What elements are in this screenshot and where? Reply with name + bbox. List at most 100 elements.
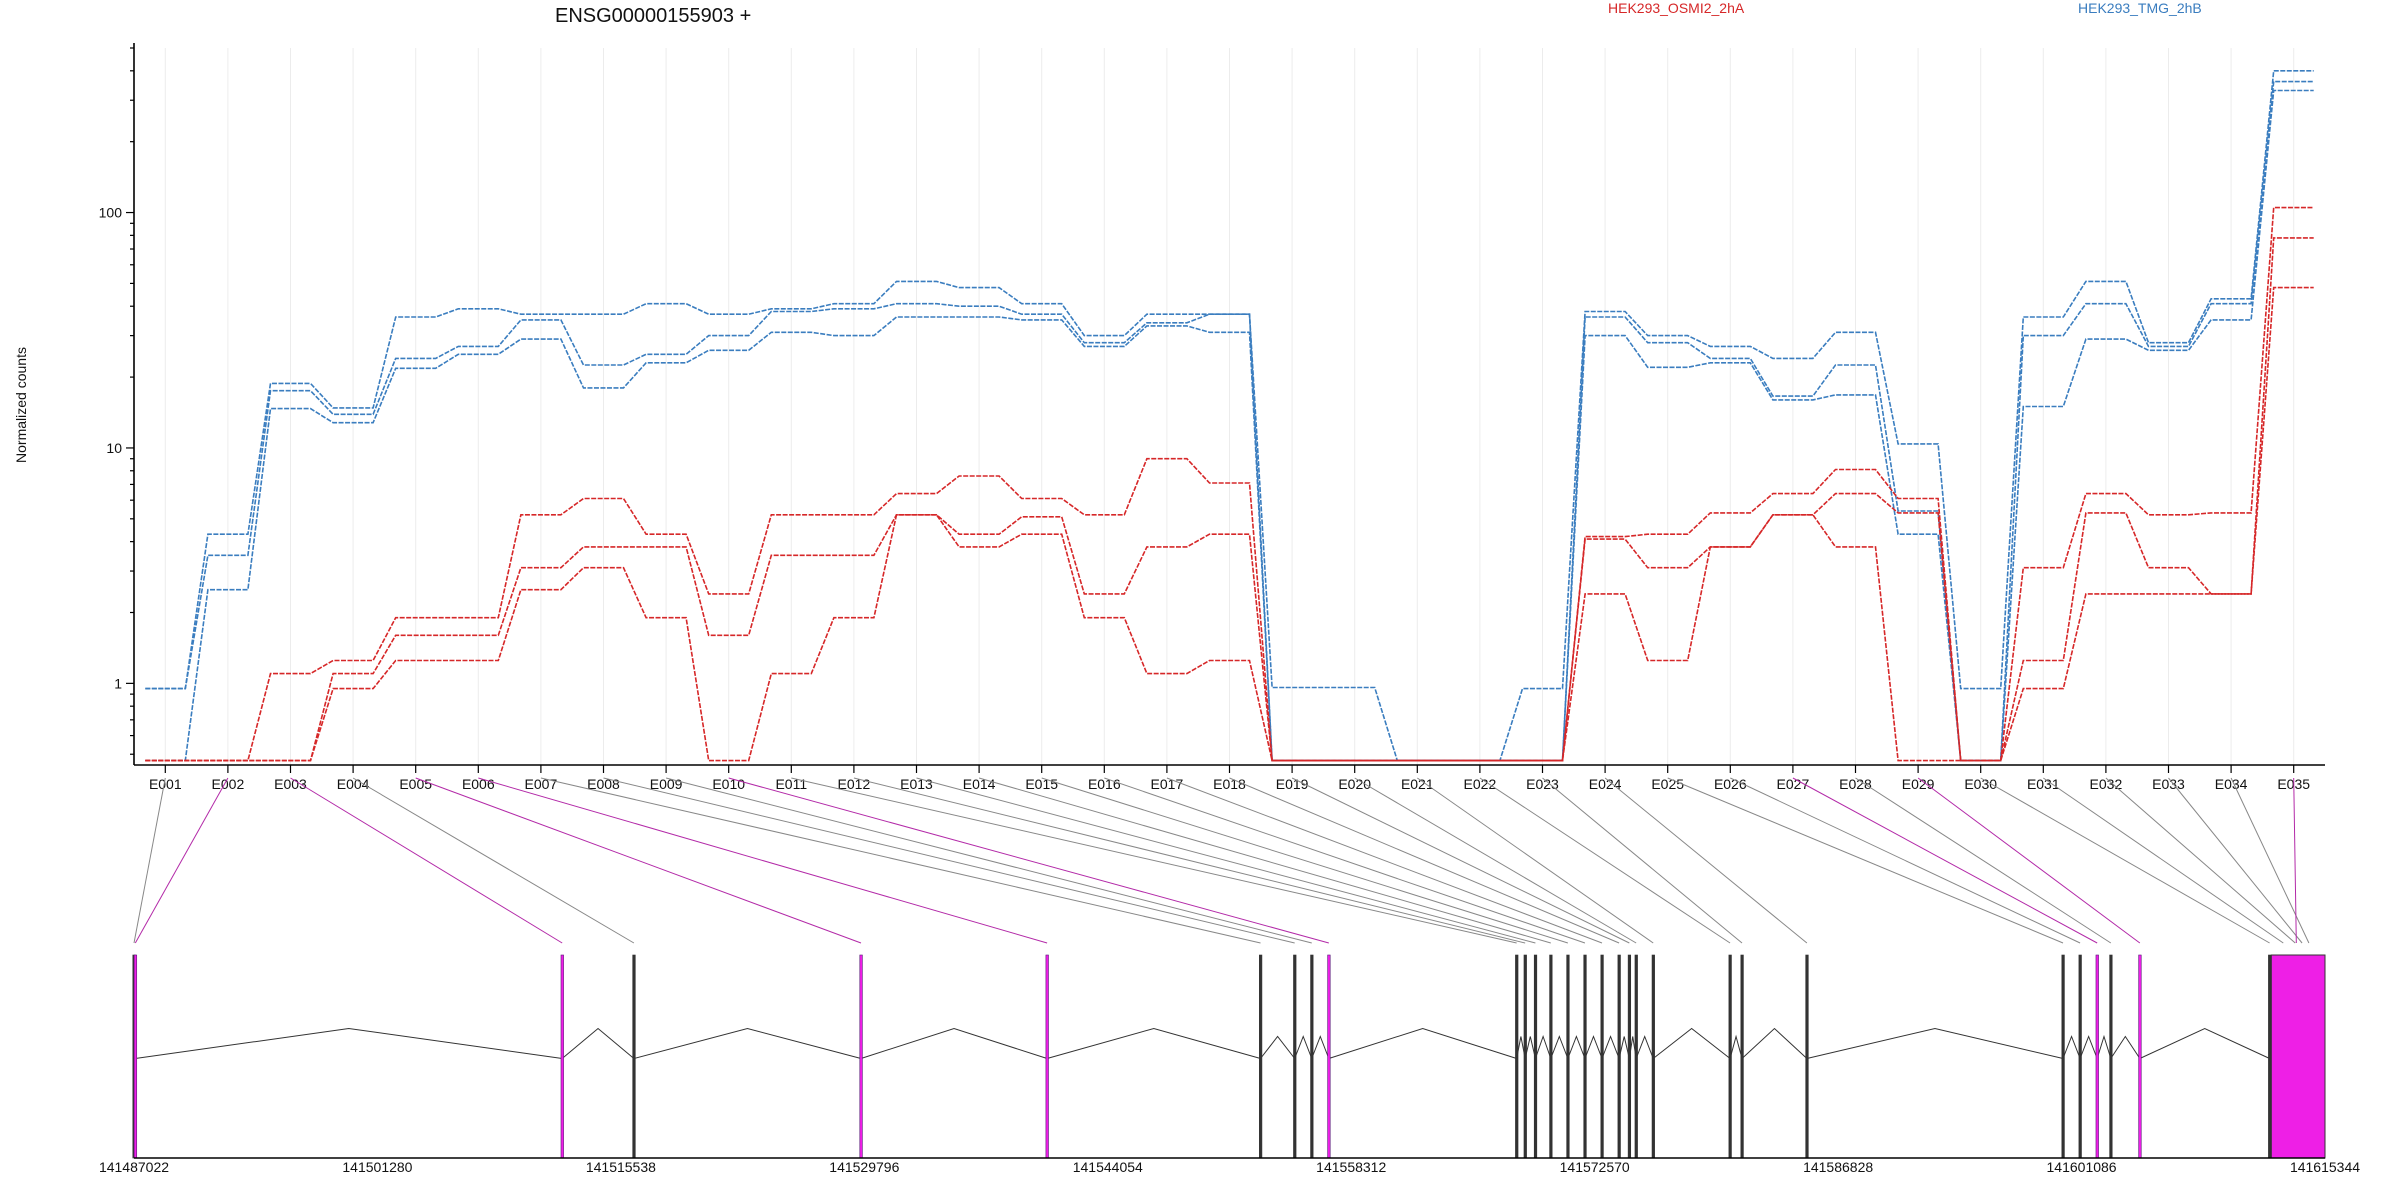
connector-E030 (1980, 777, 2270, 944)
exon-box-E018 (1617, 954, 1621, 1159)
intron-line (1046, 1027, 1261, 1059)
connector-E014 (978, 777, 1551, 944)
intron-line (2139, 1027, 2270, 1059)
connector-E032 (2105, 777, 2296, 944)
exon-label-E031: E031 (2027, 776, 2060, 792)
exon-label-E020: E020 (1338, 776, 1371, 792)
exon-box-E026 (2078, 954, 2082, 1159)
exon-box-E009 (1310, 954, 1314, 1159)
exon-label-E025: E025 (1651, 776, 1684, 792)
intron-line (1328, 1027, 1517, 1059)
intron-line (1550, 1035, 1569, 1059)
connector-E023 (1542, 777, 1743, 944)
connector-E020 (1354, 777, 1637, 944)
genome-tick-label: 141529796 (829, 1159, 899, 1175)
intron-line (561, 1027, 635, 1059)
intron-line (633, 1027, 862, 1059)
exon-box-E003 (560, 954, 564, 1159)
connector-E031 (2043, 777, 2284, 944)
exon-label-E005: E005 (399, 776, 432, 792)
intron-line (1806, 1027, 2064, 1059)
exon-box-E013 (1533, 954, 1538, 1159)
legend-entry-1: HEK293_TMG_2hB (2078, 0, 2202, 16)
genome-tick-label: 141544054 (1073, 1159, 1143, 1175)
exon-label-E004: E004 (337, 776, 370, 792)
exon-label-E017: E017 (1151, 776, 1184, 792)
connector-E007 (540, 777, 1261, 944)
genome-tick-label: 141601086 (2047, 1159, 2117, 1175)
exon-label-E018: E018 (1213, 776, 1246, 792)
y-axis-ticks: 1 10 100 (99, 47, 134, 755)
exon-box-E012 (1523, 954, 1527, 1159)
connector-E010 (728, 777, 1329, 944)
y-tick-label: 100 (99, 205, 123, 221)
exon-box-E030 (2268, 954, 2272, 1159)
exon-box-E011 (1515, 954, 1519, 1159)
exon-label-E001: E001 (149, 776, 182, 792)
connector-E001 (133, 777, 166, 944)
exon-connectors (133, 777, 2310, 944)
exon-box-E014 (1549, 954, 1553, 1159)
exon-label-E022: E022 (1464, 776, 1497, 792)
exon-box-E022 (1728, 954, 1732, 1159)
exon-label-E026: E026 (1714, 776, 1747, 792)
exon-box-E008 (1293, 954, 1297, 1159)
exon-label-E027: E027 (1777, 776, 1810, 792)
chart-title: ENSG00000155903 + (555, 5, 751, 27)
exon-box-E002 (133, 954, 138, 1159)
genome-tick-label: 141487022 (99, 1159, 169, 1175)
y-tick-label: 10 (106, 440, 122, 456)
connector-E019 (1291, 777, 1630, 944)
connector-E011 (791, 777, 1517, 944)
grid-lines (164, 48, 2295, 765)
exon-label-E015: E015 (1025, 776, 1058, 792)
exon-box-E007 (1259, 954, 1263, 1159)
exon-label-E021: E021 (1401, 776, 1434, 792)
connector-E015 (1041, 777, 1569, 944)
connector-E029 (1917, 777, 2141, 944)
intron-line (1618, 1036, 1630, 1059)
intron-line (1260, 1035, 1296, 1059)
exon-box-E015 (1566, 954, 1570, 1159)
exon-box-E025 (2061, 954, 2065, 1159)
genome-tick-label: 141558312 (1316, 1159, 1386, 1175)
connector-E027 (1792, 777, 2098, 944)
connector-E018 (1229, 777, 1620, 944)
connector-E009 (665, 777, 1312, 944)
y-axis-label: Normalized counts (13, 347, 29, 463)
connector-E017 (1166, 777, 1603, 944)
exon-axis-ticks: E001 E002 E003 E004 E005 E006 E007 E008 E009 E010… (149, 765, 2310, 792)
exon-box-E024 (1805, 954, 1809, 1159)
gene-model (132, 954, 2326, 1159)
exon-label-E034: E034 (2215, 776, 2248, 792)
series-line-4 (145, 237, 2314, 762)
exon-box-E005 (859, 954, 863, 1159)
genome-tick-label: 141586828 (1803, 1159, 1873, 1175)
intron-line (1294, 1035, 1313, 1059)
exon-label-E029: E029 (1902, 776, 1935, 792)
connector-E026 (1730, 777, 2081, 944)
exon-box-E017 (1600, 954, 1604, 1159)
exon-box-E023 (1740, 954, 1744, 1159)
genome-tick-label: 141572570 (1560, 1159, 1630, 1175)
genome-tick-label: 141615344 (2290, 1159, 2360, 1175)
exon-label-E016: E016 (1088, 776, 1121, 792)
connector-E033 (2168, 777, 2303, 944)
intron-line (1741, 1027, 1808, 1059)
exon-box-E035 (2270, 954, 2326, 1159)
intron-line (1311, 1035, 1330, 1059)
exon-box-E016 (1583, 954, 1587, 1159)
connector-E022 (1479, 777, 1731, 944)
intron-line (1601, 1035, 1620, 1059)
connector-E005 (415, 777, 862, 944)
connector-E012 (853, 777, 1526, 944)
exon-label-E024: E024 (1589, 776, 1622, 792)
intron-line (2110, 1035, 2141, 1059)
y-tick-label: 1 (114, 675, 122, 691)
exon-label-E002: E002 (212, 776, 245, 792)
exon-box-E020 (1634, 954, 1638, 1159)
exon-box-E028 (2109, 954, 2113, 1159)
connector-E024 (1604, 777, 1808, 944)
intron-line (1584, 1035, 1603, 1059)
genome-tick-label: 141515538 (586, 1159, 656, 1175)
